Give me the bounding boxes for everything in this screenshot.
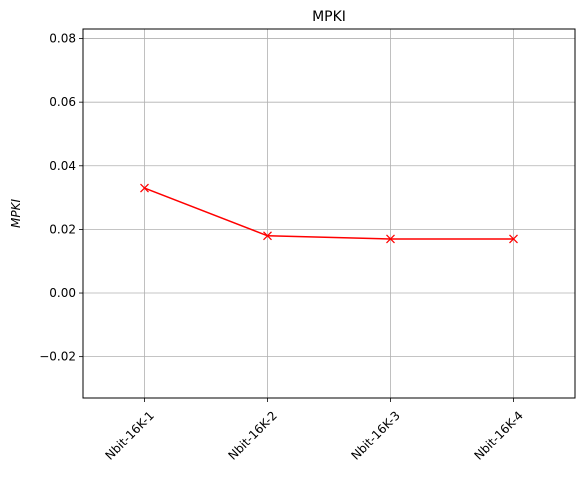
- series-layer: [140, 183, 518, 244]
- y-axis-label: MPKI: [9, 199, 23, 228]
- data-point-marker: [263, 231, 272, 241]
- grid-lines: [83, 29, 575, 398]
- plot-frame: [82, 28, 576, 399]
- y-tick-label: 0.00: [49, 286, 76, 300]
- data-point-marker: [140, 183, 149, 193]
- y-tick-label: 0.08: [49, 32, 76, 46]
- y-tick-label: 0.04: [49, 159, 76, 173]
- y-tick-label: −0.02: [39, 350, 76, 364]
- data-point-marker: [386, 234, 395, 244]
- series-line: [144, 187, 514, 240]
- x-tick-label: Nbit-16K-3: [349, 408, 403, 462]
- data-point-marker: [509, 234, 518, 244]
- chart-title: MPKI: [312, 9, 346, 25]
- x-axis-ticks: Nbit-16K-1 Nbit-16K-2 Nbit-16K-3 Nbit-16K-4: [103, 398, 526, 463]
- x-tick-label: Nbit-16K-1: [103, 408, 157, 462]
- x-tick-label: Nbit-16K-2: [226, 408, 280, 462]
- y-tick-label: 0.06: [49, 95, 76, 109]
- y-tick-label: 0.02: [49, 222, 76, 236]
- x-tick-label: Nbit-16K-4: [472, 408, 526, 462]
- y-axis-ticks: −0.02 0.00 0.02 0.04 0.06 0.08: [39, 32, 83, 364]
